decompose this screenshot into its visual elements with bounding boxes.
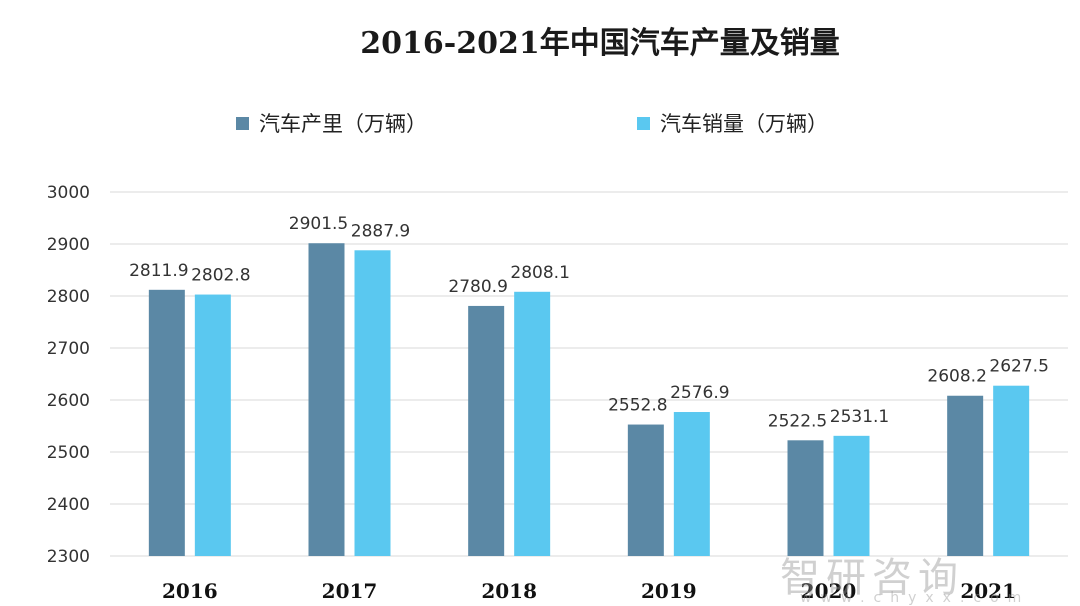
legend-swatch-production [236, 116, 249, 130]
data-label: 2901.5 [289, 214, 348, 234]
y-tick-label: 2300 [47, 547, 90, 567]
bar-sales [673, 412, 710, 556]
legend-swatch-sales [637, 116, 650, 130]
watermark-url: www.chyxx.com [800, 590, 1031, 606]
bar-sales [354, 250, 391, 557]
bar-production [468, 305, 505, 556]
y-tick-label: 2400 [47, 495, 90, 515]
legend-item-sales: 汽车销量（万辆） [637, 108, 828, 138]
x-tick-label: 2019 [641, 579, 697, 603]
y-tick-label: 2600 [47, 391, 90, 411]
data-label: 2811.9 [129, 261, 188, 281]
data-label: 2780.9 [448, 277, 507, 297]
y-tick-label: 2500 [47, 443, 90, 463]
data-label: 2522.5 [768, 411, 827, 431]
y-tick-label: 2700 [47, 339, 90, 359]
x-tick-label: 2020 [801, 579, 857, 603]
bar-sales [514, 291, 551, 556]
data-label: 2802.8 [191, 266, 250, 286]
legend-item-production: 汽车产里（万辆） [236, 108, 427, 138]
legend-label-sales: 汽车销量（万辆） [660, 112, 828, 136]
x-tick-label: 2017 [322, 579, 378, 603]
bar-production [787, 440, 824, 556]
data-label: 2608.2 [927, 367, 986, 387]
x-tick-label: 2018 [481, 579, 537, 603]
bar-production [627, 424, 664, 556]
data-label: 2808.1 [510, 263, 569, 283]
x-tick-label: 2021 [960, 579, 1016, 603]
bar-sales [833, 435, 870, 556]
data-label: 2576.9 [670, 383, 729, 403]
data-label: 2887.9 [351, 221, 410, 241]
y-tick-label: 2800 [47, 287, 90, 307]
data-label: 2531.1 [830, 407, 889, 427]
bar-sales [194, 294, 231, 556]
bar-sales [993, 385, 1030, 556]
bar-production [947, 395, 984, 556]
legend-label-production: 汽车产里（万辆） [259, 112, 427, 136]
bar-production [148, 289, 185, 556]
y-tick-label: 3000 [47, 183, 90, 203]
y-tick-label: 2900 [47, 235, 90, 255]
watermark-logo-text: 智研咨询 [780, 555, 964, 601]
data-label: 2552.8 [608, 396, 667, 416]
data-label: 2627.5 [989, 357, 1048, 377]
x-tick-label: 2016 [162, 579, 218, 603]
bar-production [308, 243, 345, 556]
chart-title: 2016-2021年中国汽车产量及销量 [360, 26, 840, 61]
